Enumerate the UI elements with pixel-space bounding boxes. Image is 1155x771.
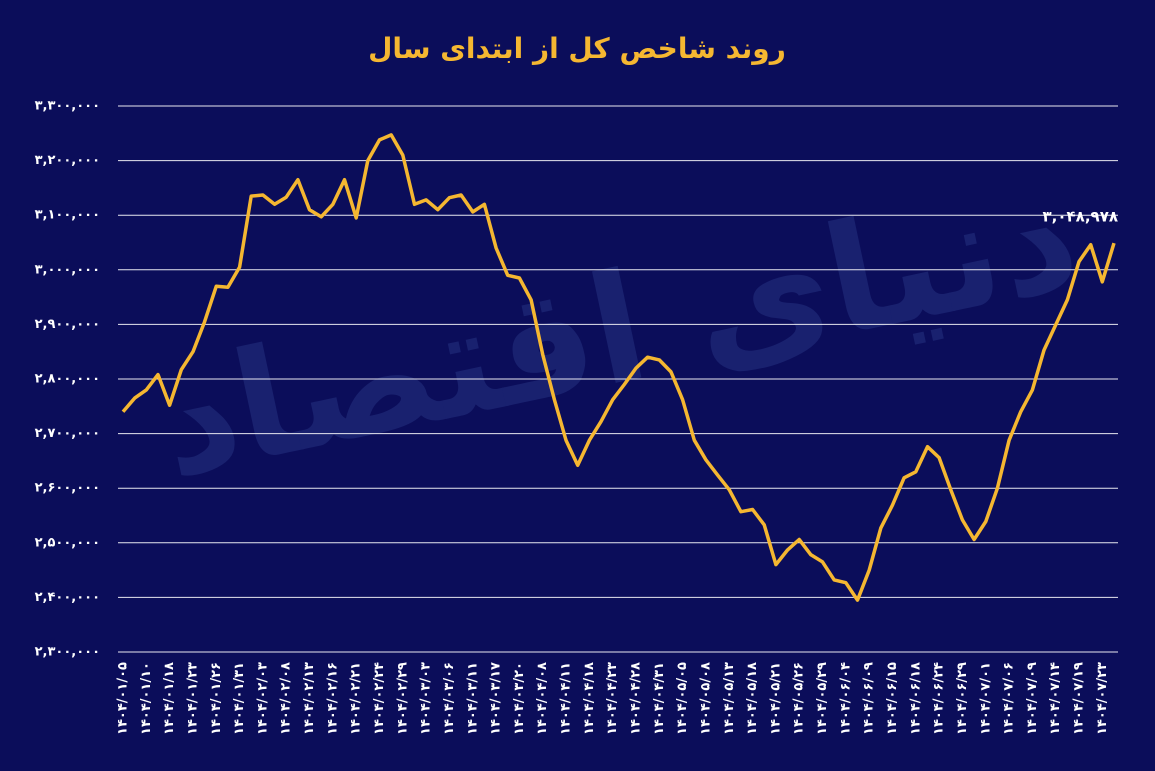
y-tick-label: ۲,۷۰۰,۰۰۰: [35, 426, 100, 441]
x-tick-label: ۱۴۰۴/۰۷/۲۳: [1095, 662, 1110, 735]
x-tick-label: ۱۴۰۴/۰۵/۲۱: [768, 662, 783, 735]
y-tick-label: ۳,۲۰۰,۰۰۰: [35, 153, 100, 168]
index-line: [121, 133, 1116, 602]
x-tick-label: ۱۴۰۴/۰۴/۱۸: [582, 662, 597, 735]
x-tick-label: ۱۴۰۴/۰۴/۳۱: [652, 662, 667, 735]
x-tick-label: ۱۴۰۴/۰۵/۱۸: [745, 662, 760, 735]
x-tick-label: ۱۴۰۴/۰۲/۲۱: [349, 662, 364, 735]
x-tick-label: ۱۴۰۴/۰۶/۰۴: [838, 662, 853, 735]
x-tick-label: ۱۴۰۴/۰۲/۰۸: [279, 662, 294, 735]
x-tick-label: ۱۴۰۴/۰۵/۰۸: [698, 662, 713, 735]
x-tick-label: ۱۴۰۴/۰۱/۳۱: [232, 662, 247, 735]
x-tick-label: ۱۴۰۴/۰۴/۱۱: [559, 662, 574, 735]
x-tick-label: ۱۴۰۴/۰۳/۰۶: [442, 662, 457, 735]
x-tick-label: ۱۴۰۴/۰۱/۱۸: [162, 662, 177, 735]
y-tick-label: ۳,۳۰۰,۰۰۰: [35, 99, 100, 114]
x-tick-label: ۱۴۰۴/۰۲/۲۹: [395, 662, 410, 735]
x-tick-label: ۱۴۰۴/۰۲/۰۳: [255, 662, 270, 735]
x-tick-label: ۱۴۰۴/۰۵/۲۹: [815, 662, 830, 735]
data-label: ۳,۰۴۸,۹۷۸: [1043, 208, 1118, 226]
x-tick-label: ۱۴۰۴/۰۴/۰۸: [535, 662, 550, 735]
y-tick-label: ۲,۴۰۰,۰۰۰: [35, 590, 100, 605]
x-tick-label: ۱۴۰۴/۰۲/۱۶: [325, 662, 340, 735]
x-tick-label: ۱۴۰۴/۰۲/۲۴: [372, 662, 387, 735]
y-tick-label: ۲,۵۰۰,۰۰۰: [35, 535, 100, 550]
x-tick-label: ۱۴۰۴/۰۷/۰۱: [978, 662, 993, 735]
x-tick-label: ۱۴۰۴/۰۱/۲۶: [209, 662, 224, 735]
x-tick-label: ۱۴۰۴/۰۶/۲۴: [932, 662, 947, 735]
y-tick-label: ۲,۶۰۰,۰۰۰: [35, 481, 100, 496]
x-tick-label: ۱۴۰۴/۰۳/۱۷: [489, 662, 504, 735]
x-tick-label: ۱۴۰۴/۰۶/۱۵: [885, 662, 900, 735]
x-tick-label: ۱۴۰۴/۰۱/۲۳: [185, 662, 200, 735]
x-tick-label: ۱۴۰۴/۰۳/۱۱: [465, 662, 480, 735]
x-tick-label: ۱۴۰۴/۰۱/۰۵: [116, 662, 131, 735]
x-tick-label: ۱۴۰۴/۰۵/۰۵: [675, 662, 690, 735]
chart-title: روند شاخص کل از ابتدای سال: [368, 32, 786, 65]
x-tick-label: ۱۴۰۴/۰۷/۰۶: [1002, 662, 1017, 735]
x-tick-label: ۱۴۰۴/۰۷/۱۴: [1048, 662, 1063, 735]
x-tick-label: ۱۴۰۴/۰۶/۰۹: [862, 662, 877, 735]
x-tick-label: ۱۴۰۴/۰۵/۲۶: [792, 662, 807, 735]
x-tick-label: ۱۴۰۴/۰۶/۱۸: [908, 662, 923, 735]
x-tick-label: ۱۴۰۴/۰۵/۱۳: [722, 662, 737, 735]
y-tick-label: ۲,۳۰۰,۰۰۰: [35, 645, 100, 660]
x-tick-label: ۱۴۰۴/۰۴/۲۸: [628, 662, 643, 735]
x-tick-label: ۱۴۰۴/۰۴/۲۳: [605, 662, 620, 735]
x-tick-label: ۱۴۰۴/۰۶/۲۹: [955, 662, 970, 735]
x-tick-label: ۱۴۰۴/۰۷/۰۹: [1025, 662, 1040, 735]
x-tick-label: ۱۴۰۴/۰۳/۰۳: [419, 662, 434, 735]
y-tick-label: ۲,۹۰۰,۰۰۰: [35, 317, 100, 332]
x-tick-label: ۱۴۰۴/۰۲/۱۳: [302, 662, 317, 735]
y-tick-label: ۲,۸۰۰,۰۰۰: [35, 372, 100, 387]
y-tick-label: ۳,۱۰۰,۰۰۰: [35, 208, 100, 223]
y-tick-label: ۳,۰۰۰,۰۰۰: [35, 262, 100, 277]
x-tick-label: ۱۴۰۴/۰۷/۱۹: [1072, 662, 1087, 735]
x-tick-label: ۱۴۰۴/۰۱/۱۰: [139, 662, 154, 735]
x-tick-label: ۱۴۰۴/۰۳/۲۰: [512, 662, 527, 735]
